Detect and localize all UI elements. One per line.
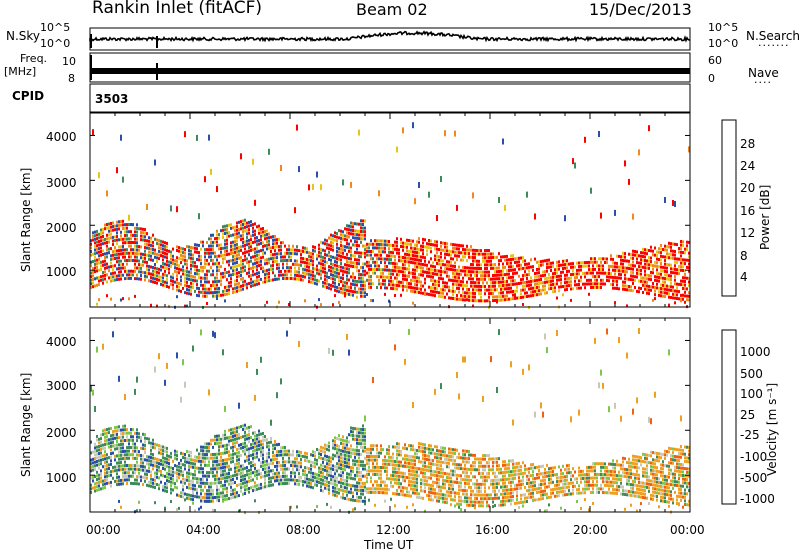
vel-ytick-3000: 3000 xyxy=(46,379,77,393)
freq-label-2: [MHz] xyxy=(4,65,37,78)
power-cb-tick-16: 16 xyxy=(740,204,756,218)
nsearch-dots: ······· xyxy=(758,39,790,52)
vel-cb-tick-100: 100 xyxy=(740,387,763,401)
nsky-tick-hi: 10^5 xyxy=(40,21,71,34)
power-cb-tick-12: 12 xyxy=(740,226,756,240)
nave-tick-lo: 0 xyxy=(708,72,715,85)
power-ytick-4000: 4000 xyxy=(46,130,77,144)
power-cb-tick-8: 8 xyxy=(740,249,748,263)
nave-tick-hi: 60 xyxy=(708,54,722,67)
vel-cb-tick-25: 25 xyxy=(740,408,756,422)
vel-cb-tick-m1000: -1000 xyxy=(740,492,775,506)
freq-label-1: Freq. xyxy=(20,52,48,65)
nave-dots: ···· xyxy=(754,76,772,89)
xtick-1200: 12:00 xyxy=(376,523,411,537)
vel-cb-tick-1000: 1000 xyxy=(740,345,771,359)
station-title: Rankin Inlet (fitACF) xyxy=(92,0,263,18)
power-ytick-3000: 3000 xyxy=(46,176,77,190)
freq-frame xyxy=(89,52,691,83)
vel-cb-tick-m100: -100 xyxy=(740,450,768,464)
power-cb-tick-4: 4 xyxy=(740,270,748,284)
nsearch-label: N.Search xyxy=(746,29,800,43)
vel-cb-tick-500: 500 xyxy=(740,367,763,381)
beam-title: Beam 02 xyxy=(356,0,428,19)
vel-colorbar-frame xyxy=(721,329,737,505)
cpid-label: CPID xyxy=(12,89,45,103)
xtick-0800: 08:00 xyxy=(286,523,321,537)
power-ytick-2000: 2000 xyxy=(46,221,77,235)
freq-tick-hi: 10 xyxy=(62,55,76,68)
power-ytick-1000: 1000 xyxy=(46,265,77,279)
power-cb-tick-20: 20 xyxy=(740,181,756,195)
nsky-label: N.Sky xyxy=(6,29,41,43)
nsearch-tick-hi: 10^5 xyxy=(708,21,739,34)
cpid-frame xyxy=(89,83,691,113)
xtick-0400: 04:00 xyxy=(186,523,221,537)
nsearch-tick-lo: 10^0 xyxy=(708,37,739,50)
date-title: 15/Dec/2013 xyxy=(589,0,692,19)
nsky-frame xyxy=(89,27,691,51)
power-colorbar-frame xyxy=(721,119,737,297)
xtick-2400: 00:00 xyxy=(670,523,705,537)
vel-cb-tick-m25: -25 xyxy=(740,428,760,442)
xtick-0000: 00:00 xyxy=(86,523,121,537)
vel-cb-tick-m500: -500 xyxy=(740,471,768,485)
freq-tick-lo: 8 xyxy=(68,72,75,85)
xtick-1600: 16:00 xyxy=(475,523,510,537)
nave-label: Nave xyxy=(748,66,779,80)
vel-ytick-4000: 4000 xyxy=(46,335,77,349)
xtick-2000: 20:00 xyxy=(573,523,608,537)
power-cb-tick-28: 28 xyxy=(740,137,756,151)
cpid-value: 3503 xyxy=(95,92,129,106)
freq-band xyxy=(90,68,690,74)
vel-ytick-1000: 1000 xyxy=(46,471,77,485)
vel-ytick-2000: 2000 xyxy=(46,426,77,440)
nsky-trace xyxy=(89,30,691,43)
power-cb-tick-24: 24 xyxy=(740,159,756,173)
nsky-tick-lo: 10^0 xyxy=(40,37,71,50)
xlabel: Time UT xyxy=(364,538,414,552)
